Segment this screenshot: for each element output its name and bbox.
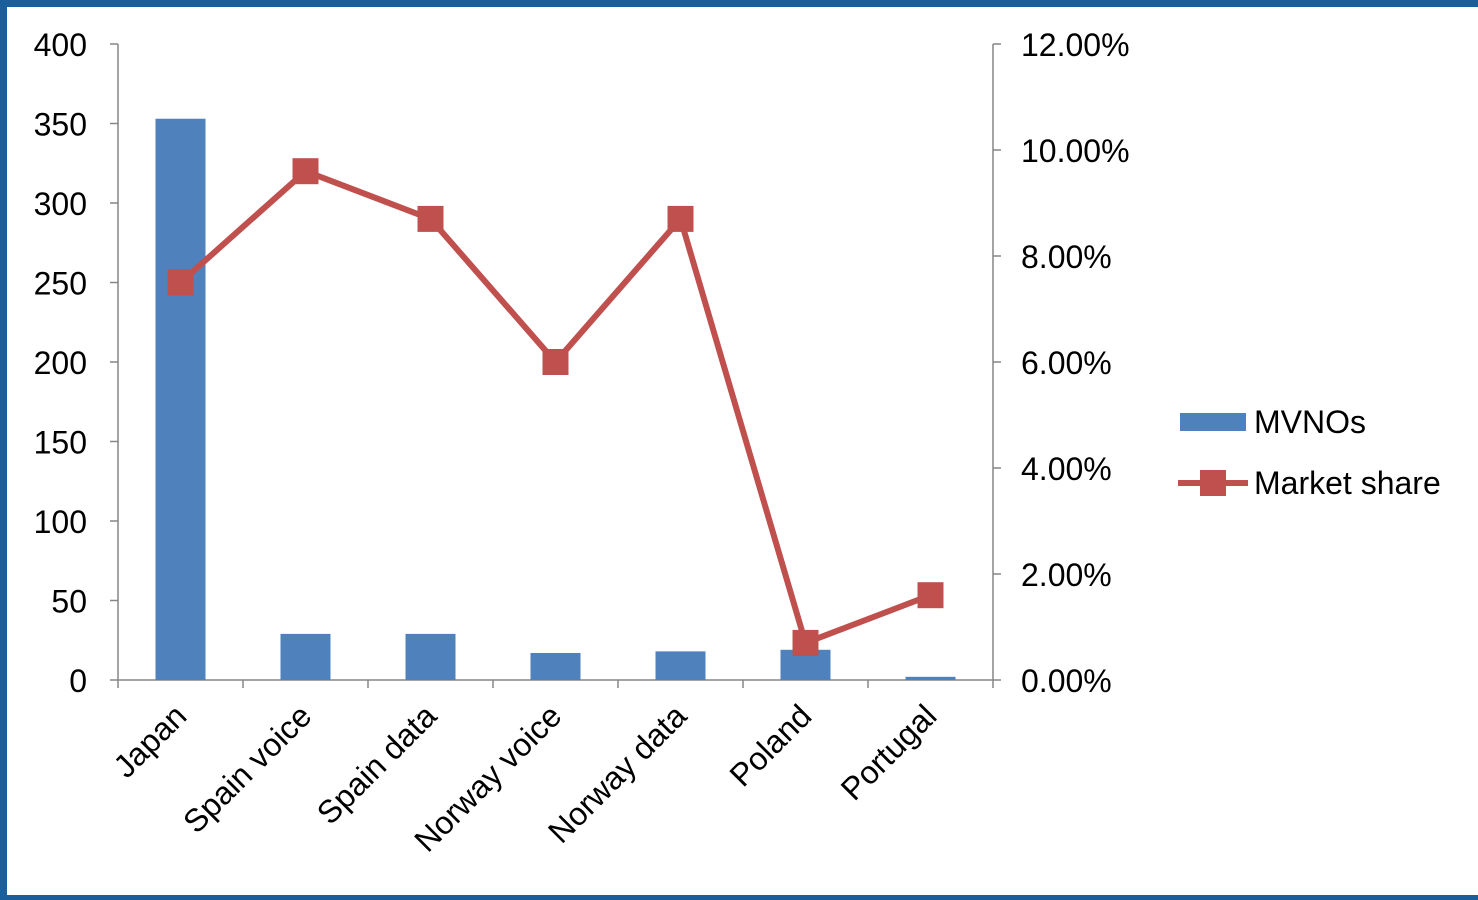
right-tick-label: 2.00%	[1021, 557, 1112, 593]
right-tick-label: 0.00%	[1021, 663, 1112, 699]
market-share-point	[542, 349, 569, 375]
market-share-point	[792, 629, 819, 656]
bar-mvnos	[530, 652, 581, 680]
legend-market-share-label: Market share	[1254, 465, 1441, 501]
x-category-label: Japan	[106, 697, 193, 784]
right-tick-label: 8.00%	[1021, 239, 1112, 275]
right-axis: 0.00% 2.00% 4.00% 6.00% 8.00% 10.00% 12.00%	[992, 27, 1130, 699]
left-tick-label: 350	[34, 107, 87, 143]
bar-series	[155, 118, 956, 681]
legend: MVNOs Market share	[1178, 404, 1441, 501]
right-tick-label: 4.00%	[1021, 451, 1112, 487]
left-tick-label: 400	[34, 27, 87, 63]
left-tick-label: 50	[51, 584, 87, 620]
left-tick-label: 250	[34, 266, 87, 302]
market-share-point	[917, 582, 944, 609]
bar-mvnos	[655, 651, 706, 680]
right-tick-label: 12.00%	[1021, 27, 1130, 63]
bar-mvnos	[280, 633, 331, 680]
chart: 0 50 100 150 200 250 300 350 400 0.00% 2.00% 4.00%…	[34, 27, 1441, 859]
x-category-label: Spain voice	[176, 697, 318, 839]
left-tick-label: 200	[34, 345, 87, 381]
left-tick-label: 300	[34, 186, 87, 222]
right-tick-label: 6.00%	[1021, 345, 1112, 381]
x-category-label: Poland	[723, 697, 819, 793]
chart-frame: 0 50 100 150 200 250 300 350 400 0.00% 2.00% 4.00%…	[7, 7, 1478, 895]
market-share-point	[667, 205, 694, 232]
market-share-point	[417, 205, 444, 232]
bar-mvnos	[905, 676, 956, 680]
market-share-line	[178, 168, 932, 646]
legend-mvnos-label: MVNOs	[1254, 404, 1366, 440]
market-share-point	[167, 269, 194, 296]
legend-market-share-marker	[1200, 470, 1226, 496]
left-tick-label: 0	[69, 663, 87, 699]
left-tick-label: 100	[34, 504, 87, 540]
bar-mvnos	[155, 118, 206, 681]
line-series	[167, 158, 944, 656]
right-tick-label: 10.00%	[1021, 133, 1130, 169]
market-share-point	[292, 158, 319, 185]
bar-mvnos	[405, 633, 456, 680]
left-tick-label: 150	[34, 425, 87, 461]
left-axis: 0 50 100 150 200 250 300 350 400	[34, 27, 119, 699]
x-category-label: Spain data	[310, 697, 444, 831]
legend-mvnos-swatch	[1180, 413, 1246, 431]
x-category-label: Portugal	[834, 697, 944, 807]
